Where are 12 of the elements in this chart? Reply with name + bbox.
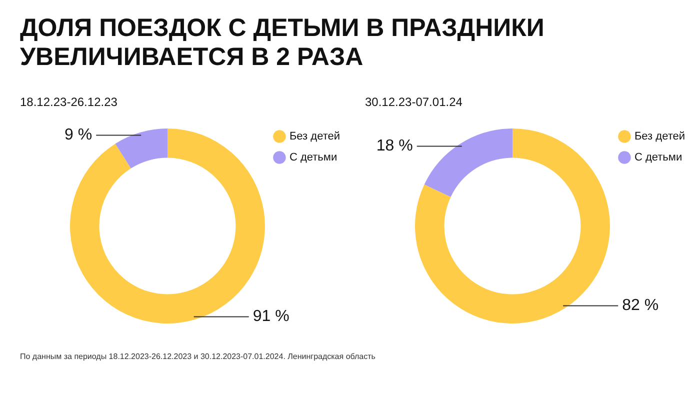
legend-label: С детьми — [289, 152, 338, 164]
data-label: 91 % — [252, 308, 290, 326]
chart-subtitle: 18.12.23-26.12.23 — [20, 95, 118, 111]
data-label: 9 % — [64, 126, 92, 144]
data-label: 18 % — [376, 138, 413, 155]
legend-label: Без детей — [634, 130, 686, 143]
chart-title: ДОЛЯ ПОЕЗДОК С ДЕТЬМИ В ПРАЗДНИКИ УВЕЛИЧИВАЕТСЯ В 2 РАЗА — [20, 14, 546, 72]
legend-label: С детьми — [634, 152, 682, 164]
legend-label: Без детей — [289, 130, 340, 143]
chart-subtitle: 30.12.23-07.01.24 — [365, 95, 464, 111]
text: По данным за периоды 18.12.2023-26.12.2023 и 30.12.2023-07.01.2024. Ленинградская область — [20, 352, 376, 361]
data-label: 82 % — [622, 297, 659, 314]
